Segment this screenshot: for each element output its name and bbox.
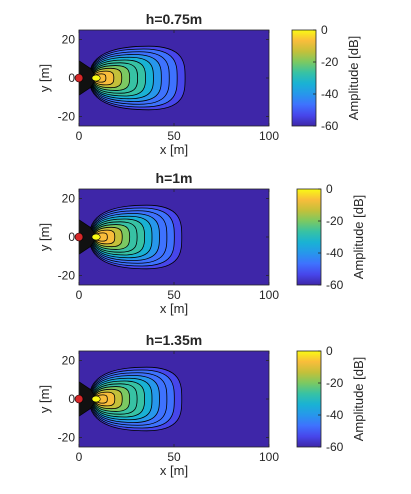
x-axis-label: x [m] (160, 142, 188, 157)
colorbar-tick-label: -40 (321, 87, 339, 101)
y-tick-label: 0 (68, 392, 75, 406)
colorbar-tick-label: 0 (321, 23, 328, 37)
contour-map (79, 45, 186, 111)
colorbar (296, 188, 322, 286)
colorbar-tick-label: -60 (326, 440, 344, 454)
y-axis-label: y [m] (37, 223, 52, 251)
colorbar-tick-label: 0 (326, 344, 333, 358)
x-tick-label: 50 (167, 288, 181, 302)
x-tick-label: 100 (259, 450, 279, 464)
colorbar-label: Amplitude [dB] (346, 36, 361, 121)
colorbar-tick-label: -20 (321, 55, 339, 69)
x-tick-label: 50 (167, 129, 181, 143)
colorbar-label: Amplitude [dB] (351, 195, 366, 280)
x-tick-label: 100 (259, 288, 279, 302)
source-marker (74, 232, 84, 242)
y-tick-label: 0 (68, 230, 75, 244)
source-marker (74, 73, 84, 83)
y-tick-label: -20 (58, 109, 76, 123)
x-tick-label: 100 (259, 129, 279, 143)
y-tick-label: 0 (68, 71, 75, 85)
x-tick-label: 0 (76, 129, 83, 143)
colorbar-tick-label: -60 (321, 119, 339, 133)
y-tick-label: -20 (58, 268, 76, 282)
peak-region (91, 233, 101, 241)
y-tick-label: 20 (62, 192, 76, 206)
colorbar (291, 29, 317, 127)
plot-title: h=1.35m (146, 332, 202, 348)
x-tick-label: 50 (167, 450, 181, 464)
y-tick-label: 20 (62, 354, 76, 368)
y-tick-label: 20 (62, 33, 76, 47)
y-tick-label: -20 (58, 430, 76, 444)
plot-title: h=1m (156, 170, 193, 186)
peak-region (91, 395, 101, 403)
plot-title: h=0.75m (146, 11, 202, 27)
near-field-region (79, 219, 95, 255)
colorbar-tick-label: -20 (326, 214, 344, 228)
peak-region (91, 74, 101, 82)
contour-map (79, 366, 183, 432)
y-axis-label: y [m] (37, 385, 52, 413)
contour-map (79, 204, 183, 270)
colorbar-tick-label: -40 (326, 246, 344, 260)
colorbar-tick-label: -40 (326, 408, 344, 422)
near-field-region (79, 60, 95, 96)
colorbar-tick-label: 0 (326, 182, 333, 196)
source-marker (74, 394, 84, 404)
colorbar-tick-label: -60 (326, 278, 344, 292)
x-tick-label: 0 (76, 450, 83, 464)
colorbar-label: Amplitude [dB] (351, 357, 366, 442)
x-axis-label: x [m] (160, 463, 188, 478)
x-axis-label: x [m] (160, 301, 188, 316)
y-axis-label: y [m] (37, 64, 52, 92)
near-field-region (79, 381, 95, 417)
colorbar-tick-label: -20 (326, 376, 344, 390)
x-tick-label: 0 (76, 288, 83, 302)
colorbar (296, 350, 322, 448)
